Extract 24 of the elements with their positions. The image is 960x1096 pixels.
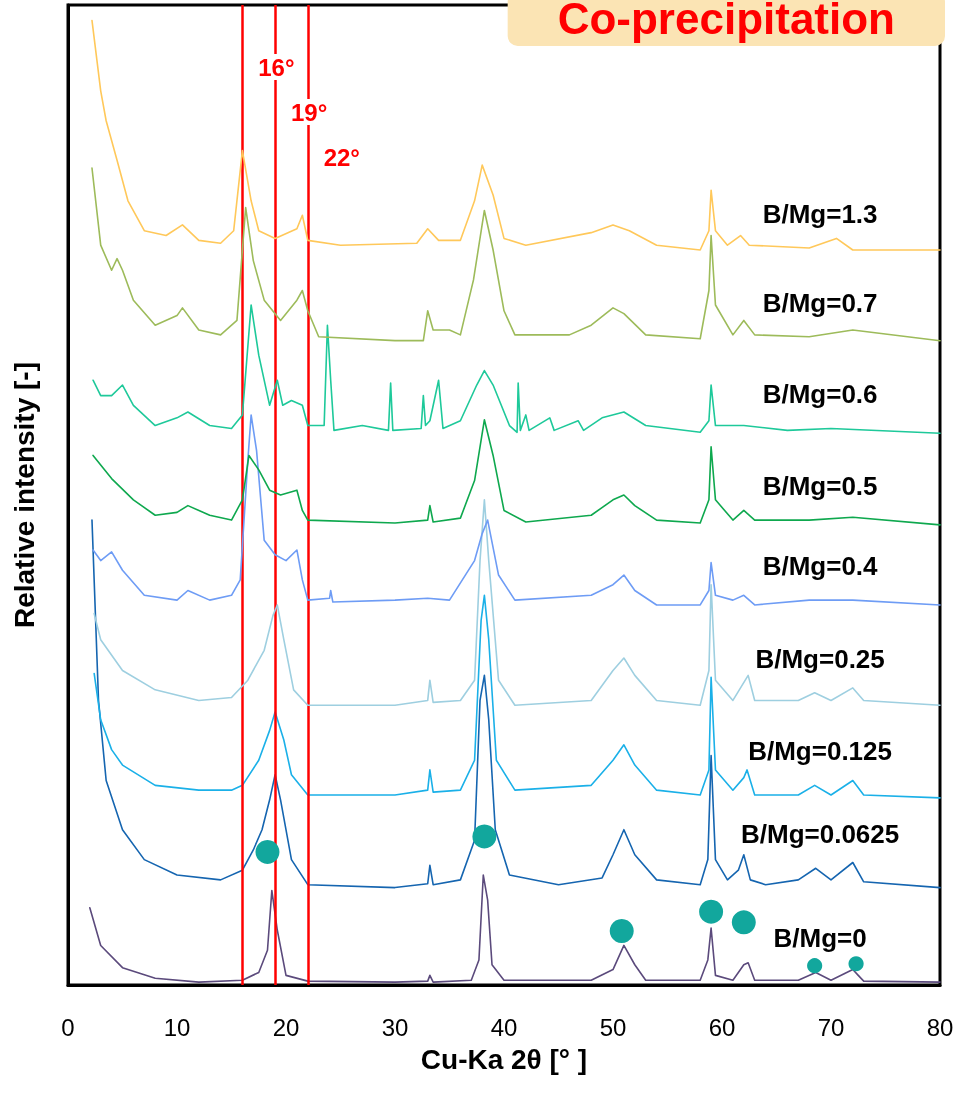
series-label: B/Mg=0.6 xyxy=(762,379,878,410)
x-tick-label: 50 xyxy=(599,1013,627,1041)
x-tick-label: 0 xyxy=(61,1013,75,1041)
x-tick-label: 30 xyxy=(381,1013,409,1041)
series-label: B/Mg=0.25 xyxy=(755,643,885,674)
series-label: B/Mg=0 xyxy=(773,923,867,954)
x-tick-label: 40 xyxy=(490,1013,518,1041)
x-tick-label: 60 xyxy=(708,1013,736,1041)
series-label: B/Mg=0.125 xyxy=(748,736,892,767)
x-tick-label: 70 xyxy=(817,1013,845,1041)
y-axis-title: Relative intensity [-] xyxy=(8,361,40,629)
series-label: B/Mg=0.5 xyxy=(762,471,878,502)
chart-title: Co-precipitation xyxy=(557,0,895,43)
x-tick-label: 10 xyxy=(163,1013,191,1041)
series-label: B/Mg=1.3 xyxy=(762,199,878,230)
series-label: B/Mg=0.4 xyxy=(762,551,879,582)
series-label: B/Mg=0.0625 xyxy=(740,819,900,850)
series-label: B/Mg=0.7 xyxy=(762,287,878,318)
ref-line-label: 22° xyxy=(323,143,360,171)
x-tick-label: 80 xyxy=(926,1013,954,1041)
ref-line-label: 19° xyxy=(290,98,328,126)
ref-line-label: 16° xyxy=(258,53,295,81)
x-tick-label: 20 xyxy=(272,1013,300,1041)
x-axis-title: Cu-Ka 2θ [° ] xyxy=(420,1043,588,1075)
